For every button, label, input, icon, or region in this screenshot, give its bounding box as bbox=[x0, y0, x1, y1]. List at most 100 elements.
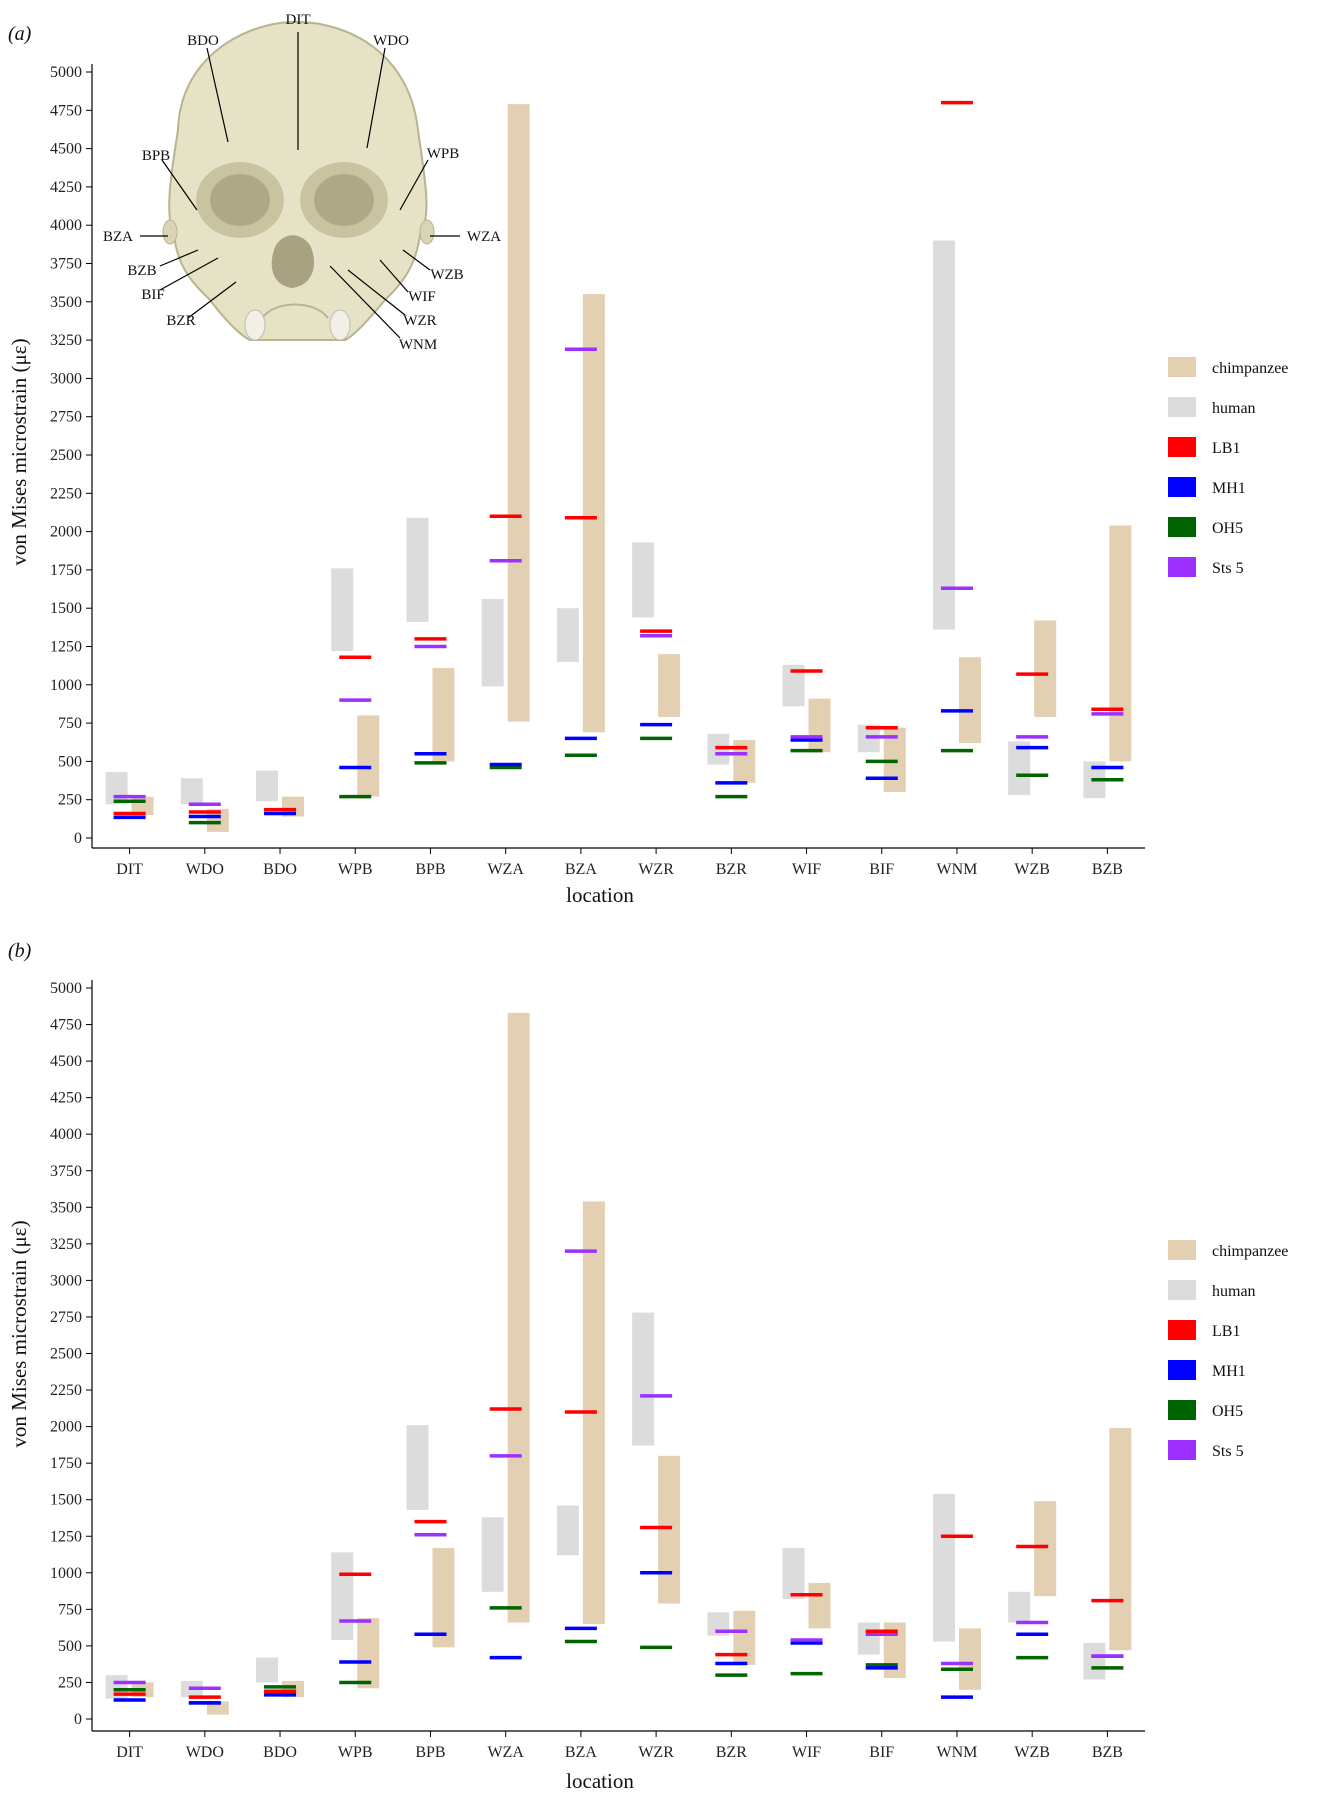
panel-b-legend-label-lb1: LB1 bbox=[1212, 1323, 1240, 1340]
panel-a-chimpanzee-range-bzb bbox=[1109, 525, 1132, 762]
panel-a-y-tick-label: 3000 bbox=[50, 370, 82, 387]
panel-b-x-tick-label-bzb: BZB bbox=[1092, 1744, 1123, 1761]
panel-a-y-tick-label: 0 bbox=[74, 830, 82, 847]
panel-b-x-tick-label-bpb: BPB bbox=[415, 1744, 445, 1761]
panel-b-legend-label-human: human bbox=[1212, 1283, 1256, 1300]
panel-a-y-tick-label: 750 bbox=[58, 715, 82, 732]
panel-a-y-axis-label: von Mises microstrain (με) bbox=[7, 338, 31, 565]
panel-b-y-tick-label: 3250 bbox=[50, 1236, 82, 1253]
panel-a-chimpanzee-range-wzr bbox=[658, 654, 681, 717]
panel-b-x-tick-label-wzb: WZB bbox=[1014, 1744, 1050, 1761]
panel-a-label: (a) bbox=[8, 23, 32, 45]
panel-b-legend-label-mh1: MH1 bbox=[1212, 1363, 1246, 1380]
panel-b-legend-swatch-sts-5 bbox=[1168, 1440, 1196, 1460]
panel-b-y-tick-label: 500 bbox=[58, 1638, 82, 1655]
inset-label-bdo: BDO bbox=[187, 33, 219, 49]
panel-a-y-tick-label: 500 bbox=[58, 753, 82, 770]
panel-a-chimpanzee-range-wza bbox=[507, 104, 530, 722]
inset-label-bzb: BZB bbox=[127, 263, 156, 279]
panel-b-x-tick-label-bdo: BDO bbox=[263, 1744, 297, 1761]
panel-b-human-range-wzb bbox=[1008, 1591, 1031, 1623]
panel-a-y-tick-label: 2750 bbox=[50, 409, 82, 426]
panel-b-chimpanzee-range-wnm bbox=[958, 1628, 981, 1690]
panel-a-human-range-wza bbox=[481, 599, 504, 687]
panel-a-x-tick-label-wza: WZA bbox=[487, 861, 524, 878]
panel-a-chimpanzee-range-wpb bbox=[357, 715, 380, 797]
panel-a-chimpanzee-range-bzr bbox=[733, 739, 756, 783]
panel-a-legend-swatch-sts-5 bbox=[1168, 557, 1196, 577]
panel-a-y-tick-label: 4000 bbox=[50, 217, 82, 234]
panel-b-chimpanzee-range-wza bbox=[507, 1012, 530, 1623]
panel-b-y-tick-label: 1000 bbox=[50, 1565, 82, 1582]
panel-b-y-tick-label: 4500 bbox=[50, 1053, 82, 1070]
panel-b-human-range-bdo bbox=[256, 1657, 279, 1683]
panel-b-legend-swatch-oh5 bbox=[1168, 1400, 1196, 1420]
inset-label-wzr: WZR bbox=[403, 313, 436, 329]
panel-b-human-range-wif bbox=[782, 1547, 805, 1600]
panel-a-human-range-wif bbox=[782, 664, 805, 707]
panel-b-human-range-bpb bbox=[406, 1425, 429, 1510]
panel-a-legend-label-chimpanzee: chimpanzee bbox=[1212, 360, 1288, 377]
inset-label-bif: BIF bbox=[141, 287, 164, 303]
panel-b-legend-swatch-mh1 bbox=[1168, 1360, 1196, 1380]
panel-b-legend-label-sts-5: Sts 5 bbox=[1212, 1443, 1244, 1460]
panel-a-y-tick-label: 2000 bbox=[50, 524, 82, 541]
panel-b-y-tick-label: 2250 bbox=[50, 1382, 82, 1399]
panel-a-y-tick-label: 1250 bbox=[50, 639, 82, 656]
inset-label-wza: WZA bbox=[467, 229, 501, 245]
panel-a-legend-label-oh5: OH5 bbox=[1212, 520, 1243, 537]
panel-b-chimpanzee-range-bpb bbox=[432, 1547, 455, 1648]
panel-b-y-tick-label: 3750 bbox=[50, 1163, 82, 1180]
panel-a-legend-label-sts-5: Sts 5 bbox=[1212, 560, 1244, 577]
panel-b-y-tick-label: 3500 bbox=[50, 1199, 82, 1216]
panel-b-x-tick-label-dit: DIT bbox=[116, 1744, 143, 1761]
panel-b-chimpanzee-range-bzb bbox=[1109, 1428, 1132, 1651]
panel-a-human-range-wzb bbox=[1008, 741, 1031, 796]
panel-b-y-tick-label: 250 bbox=[58, 1674, 82, 1691]
panel-a-x-tick-label-wzr: WZR bbox=[638, 861, 674, 878]
panel-b-y-axis-label: von Mises microstrain (με) bbox=[7, 1220, 31, 1447]
panel-a-y-tick-label: 1750 bbox=[50, 562, 82, 579]
panel-b-x-tick-label-wpb: WPB bbox=[338, 1744, 373, 1761]
panel-b-y-tick-label: 2500 bbox=[50, 1346, 82, 1363]
inset-label-wdo: WDO bbox=[373, 33, 409, 49]
panel-b-human-range-wza bbox=[481, 1517, 504, 1592]
panel-b-legend-label-chimpanzee: chimpanzee bbox=[1212, 1243, 1288, 1260]
panel-a-legend-label-mh1: MH1 bbox=[1212, 480, 1246, 497]
panel-a-y-tick-label: 2250 bbox=[50, 485, 82, 502]
panel-a-legend-label-lb1: LB1 bbox=[1212, 440, 1240, 457]
panel-b: (b) location von Mises microstrain (με) … bbox=[7, 940, 1288, 1793]
panel-b-chimpanzee-range-wif bbox=[808, 1583, 831, 1629]
skull-labels: DIT BDO WDO BPB WPB BZA WZA BZB WZB BIF … bbox=[103, 12, 501, 353]
panel-b-x-tick-label-wif: WIF bbox=[792, 1744, 821, 1761]
panel-a-chimpanzee-range-wdo bbox=[206, 808, 229, 832]
panel-b-y-tick-label: 5000 bbox=[50, 980, 82, 997]
panel-a-human-range-wdo bbox=[180, 778, 203, 805]
panel-b-chimpanzee-range-bzr bbox=[733, 1610, 756, 1665]
panel-a-legend-swatch-mh1 bbox=[1168, 477, 1196, 497]
panel-b-x-tick-label-bza: BZA bbox=[565, 1744, 597, 1761]
panel-a-human-range-wpb bbox=[331, 568, 354, 652]
panel-a-legend-label-human: human bbox=[1212, 400, 1256, 417]
inset-label-wpb: WPB bbox=[427, 146, 460, 162]
panel-a-x-axis-label: location bbox=[566, 883, 634, 907]
inset-label-bzr: BZR bbox=[166, 313, 195, 329]
panel-a-chimpanzee-range-bza bbox=[582, 294, 605, 733]
panel-a-chimpanzee-range-wnm bbox=[958, 657, 981, 744]
panel-b-y-tick-label: 4750 bbox=[50, 1017, 82, 1034]
panel-b-x-tick-label-bif: BIF bbox=[869, 1744, 894, 1761]
panel-a-y-tick-label: 5000 bbox=[50, 64, 82, 81]
panel-a-human-range-dit bbox=[105, 772, 128, 805]
panel-a-y-tick-label: 4750 bbox=[50, 102, 82, 119]
panel-b-y-tick-label: 4250 bbox=[50, 1090, 82, 1107]
panel-a-y-tick-label: 2500 bbox=[50, 447, 82, 464]
panel-a-x-tick-label-wdo: WDO bbox=[186, 861, 224, 878]
panel-b-y-tick-label: 750 bbox=[58, 1601, 82, 1618]
panel-b-legend-swatch-human bbox=[1168, 1280, 1196, 1300]
panel-a-y-tick-label: 3750 bbox=[50, 256, 82, 273]
panel-a-x-tick-label-dit: DIT bbox=[116, 861, 143, 878]
panel-b-x-tick-label-wnm: WNM bbox=[937, 1744, 978, 1761]
panel-b-human-range-wpb bbox=[331, 1552, 354, 1641]
inset-label-wif: WIF bbox=[408, 289, 436, 305]
